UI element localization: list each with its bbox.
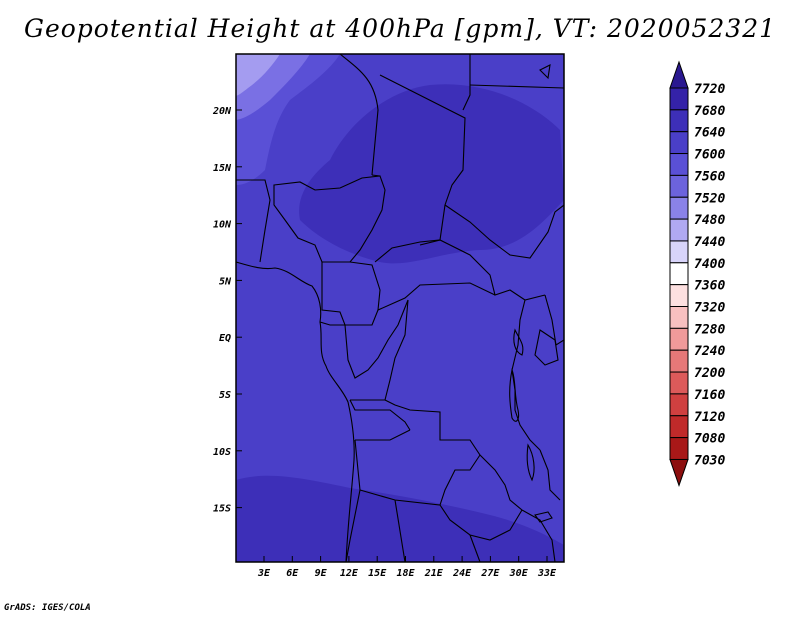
lat-tick-label: 10S — [213, 447, 231, 458]
lat-tick-label: 20N — [212, 106, 232, 117]
colorbar-segment — [669, 240, 689, 264]
colorbar-top-arrow — [669, 60, 689, 89]
colorbar-segment — [669, 109, 689, 133]
colorbar-label: 7640 — [694, 126, 725, 141]
country-borders — [236, 54, 564, 562]
colorbar-segment — [669, 371, 689, 395]
colorbar-label: 7240 — [694, 344, 725, 359]
colorbar-label: 7160 — [694, 388, 725, 403]
colorbar-label: 7440 — [694, 235, 725, 250]
colorbar: 7720 7680 7640 7600 7560 7520 7480 7440 7400 7360… — [669, 60, 725, 487]
lon-tick-label: 12E — [340, 568, 359, 579]
colorbar-bottom-arrow — [669, 458, 689, 487]
lon-tick-label: 18E — [396, 568, 415, 579]
latitude-axis: 20N 15N 10N 5N EQ 5S 10S 15S — [212, 106, 242, 515]
colorbar-label: 7600 — [694, 148, 725, 163]
colorbar-label: 7200 — [694, 366, 725, 381]
colorbar-segment — [669, 284, 689, 307]
lon-tick-label: 15E — [368, 568, 387, 579]
map-frame — [235, 53, 565, 563]
colorbar-label: 7080 — [694, 432, 725, 447]
colorbar-segment — [669, 437, 689, 460]
colorbar-segment — [669, 306, 689, 329]
colorbar-label: 7320 — [694, 301, 725, 316]
lon-tick-label: 33E — [537, 568, 557, 579]
field-high-south — [236, 475, 564, 562]
colorbar-label: 7680 — [694, 104, 725, 119]
colorbar-segment — [669, 174, 689, 198]
colorbar-label: 7120 — [694, 410, 725, 425]
lon-tick-label: 30E — [509, 568, 529, 579]
field-high-north — [299, 84, 564, 264]
credit-text: GrADS: IGES/COLA — [4, 603, 91, 613]
lon-tick-label: 24E — [452, 568, 472, 579]
colorbar-segment — [669, 87, 689, 111]
colorbar-segment — [669, 349, 689, 373]
chart-title: Geopotential Height at 400hPa [gpm], VT:… — [23, 14, 777, 43]
colorbar-label: 7030 — [694, 453, 725, 468]
colorbar-segment — [669, 131, 689, 155]
lon-tick-label: 3E — [257, 568, 271, 579]
field-lowest — [236, 54, 280, 96]
colorbar-label: 7520 — [694, 191, 725, 206]
lon-tick-label: 21E — [424, 568, 444, 579]
lat-tick-label: 5N — [219, 276, 232, 287]
lat-tick-label: 10N — [213, 220, 232, 231]
colorbar-label: 7400 — [694, 257, 725, 272]
lat-tick-label: 15S — [213, 504, 231, 515]
colorbar-label: 7560 — [694, 169, 725, 184]
colorbar-label: 7720 — [694, 82, 725, 97]
longitude-axis: 3E 6E 9E 12E 15E 18E 21E 24E 27E 30E 33E — [257, 556, 557, 579]
colorbar-label: 7280 — [694, 322, 725, 337]
lon-tick-label: 9E — [315, 568, 328, 579]
colorbar-segment — [669, 153, 689, 176]
lat-tick-label: 5S — [219, 390, 231, 401]
colorbar-label: 7480 — [694, 213, 725, 228]
colorbar-segment — [669, 393, 689, 417]
lat-tick-label: EQ — [219, 333, 231, 344]
colorbar-segment — [669, 196, 689, 220]
lon-tick-label: 27E — [480, 568, 500, 579]
lat-tick-label: 15N — [213, 163, 232, 174]
colorbar-label: 7360 — [694, 279, 725, 294]
colorbar-segment — [669, 262, 689, 286]
colorbar-segment — [669, 415, 689, 439]
colorbar-segment — [669, 218, 689, 242]
height-field — [236, 54, 564, 562]
colorbar-segment — [669, 327, 689, 351]
lon-tick-label: 6E — [286, 568, 299, 579]
